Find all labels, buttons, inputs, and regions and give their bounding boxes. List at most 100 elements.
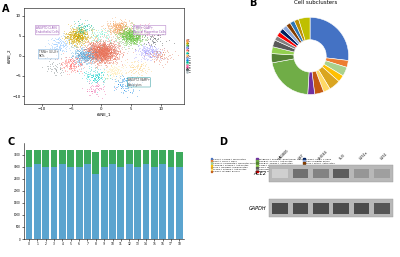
Point — [64, 35, 70, 40]
Point — [95, 87, 102, 91]
Point — [84, 54, 90, 59]
Point — [105, 49, 111, 53]
Point — [93, 49, 100, 53]
Point — [104, 56, 111, 60]
Point — [114, 70, 120, 75]
Point — [109, 46, 115, 50]
Point — [151, 51, 157, 55]
Point — [92, 48, 99, 52]
Point — [151, 59, 158, 63]
Point — [113, 51, 119, 55]
Point — [117, 30, 123, 34]
Point — [156, 51, 162, 55]
Point — [94, 54, 101, 58]
Point — [137, 31, 143, 35]
Point — [124, 57, 130, 61]
Point — [98, 43, 104, 47]
Point — [58, 41, 64, 45]
Point — [50, 66, 57, 70]
Point — [128, 27, 135, 31]
Point — [101, 44, 107, 48]
Point — [91, 44, 98, 48]
Point — [100, 23, 106, 27]
Point — [114, 33, 120, 37]
Point — [141, 59, 148, 63]
Point — [107, 56, 114, 60]
Point — [71, 35, 77, 39]
Point — [84, 60, 90, 65]
Point — [87, 50, 93, 54]
Point — [68, 70, 74, 74]
Point — [97, 60, 104, 64]
Point — [88, 55, 95, 59]
Point — [78, 26, 84, 30]
Point — [84, 58, 90, 62]
Point — [117, 25, 124, 29]
Point — [73, 34, 79, 38]
Point — [123, 65, 130, 69]
Point — [96, 48, 103, 52]
Point — [86, 63, 92, 68]
Point — [121, 34, 127, 38]
Point — [56, 47, 63, 51]
Point — [110, 61, 116, 65]
Point — [102, 48, 109, 52]
Point — [62, 34, 68, 39]
Point — [106, 56, 113, 60]
Point — [111, 51, 117, 55]
Point — [92, 41, 98, 45]
Point — [116, 31, 123, 35]
Point — [133, 40, 140, 44]
Point — [110, 47, 116, 51]
Point — [124, 30, 131, 34]
Point — [111, 27, 118, 32]
Point — [104, 39, 110, 43]
Point — [88, 46, 94, 50]
Point — [100, 79, 106, 83]
Point — [123, 36, 130, 40]
Wedge shape — [322, 64, 343, 81]
Point — [105, 55, 112, 59]
Point — [134, 32, 141, 36]
Point — [150, 59, 157, 63]
Point — [77, 55, 84, 59]
Point — [92, 52, 99, 56]
Point — [116, 25, 122, 30]
Point — [72, 43, 78, 48]
Point — [70, 33, 77, 38]
Point — [76, 59, 82, 63]
Point — [159, 51, 166, 56]
Point — [122, 35, 128, 39]
Point — [98, 47, 105, 51]
Point — [68, 37, 74, 41]
Point — [95, 32, 101, 36]
Point — [88, 61, 94, 66]
Point — [122, 47, 128, 51]
Point — [98, 50, 104, 54]
Point — [102, 45, 109, 50]
Point — [100, 49, 106, 53]
Point — [144, 69, 150, 73]
Point — [119, 38, 126, 42]
Wedge shape — [326, 58, 348, 67]
Point — [103, 58, 110, 62]
Point — [150, 53, 156, 57]
Point — [87, 47, 93, 51]
Point — [72, 44, 79, 48]
Point — [94, 50, 101, 54]
Point — [95, 53, 101, 57]
Point — [78, 37, 85, 41]
Point — [141, 66, 147, 70]
Point — [101, 40, 107, 44]
Point — [104, 59, 110, 63]
Point — [80, 36, 86, 41]
Point — [130, 29, 136, 33]
Point — [83, 29, 90, 33]
Point — [116, 27, 122, 31]
Point — [88, 48, 94, 52]
Point — [96, 51, 103, 56]
Point — [80, 56, 86, 60]
Point — [119, 28, 125, 32]
Point — [132, 36, 138, 40]
Point — [128, 39, 134, 43]
